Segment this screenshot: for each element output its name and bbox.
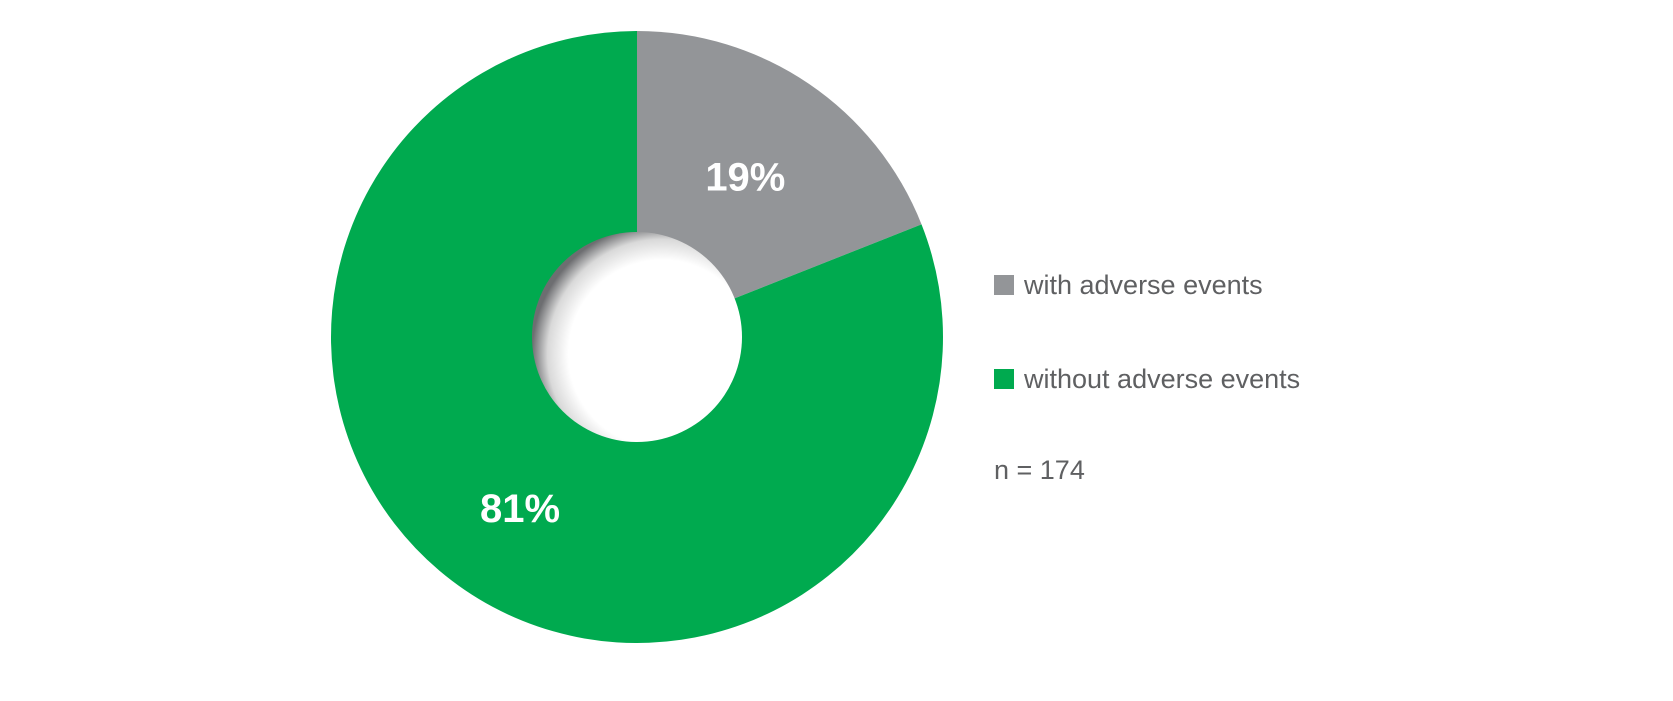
legend-swatch-gray: [994, 275, 1014, 295]
legend-label: without adverse events: [1024, 363, 1301, 394]
legend-item-with-adverse-events: with adverse events: [994, 270, 1300, 300]
slice-data-label-2: 81%: [480, 487, 560, 531]
legend-label: with adverse events: [1024, 269, 1263, 300]
legend: with adverse events without adverse even…: [994, 270, 1300, 458]
sample-size-note: n = 174: [994, 455, 1085, 485]
legend-swatch-green: [994, 369, 1014, 389]
donut-hole: [532, 232, 742, 442]
legend-item-without-adverse-events: without adverse events: [994, 364, 1300, 394]
slice-data-label-1: 19%: [705, 156, 785, 200]
